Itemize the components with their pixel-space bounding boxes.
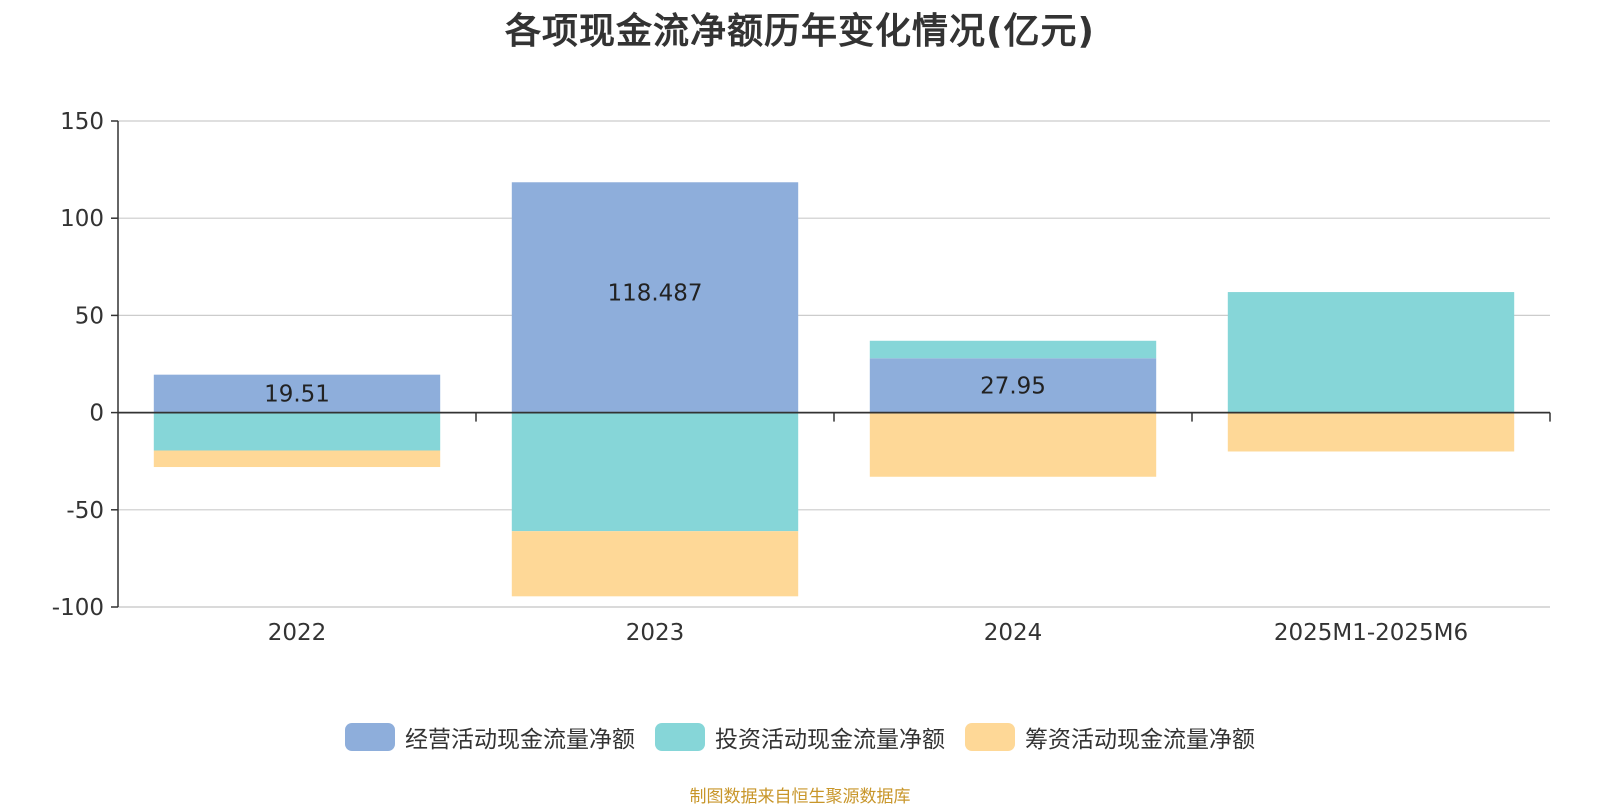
y-tick-label: -50 [66,498,104,524]
legend-item-operating[interactable]: 经营活动现金流量净额 [345,720,635,754]
legend-label-operating: 经营活动现金流量净额 [405,727,635,753]
legend-label-financing: 筹资活动现金流量净额 [1025,727,1255,753]
y-tick-label: 100 [60,206,104,232]
y-tick-label: 0 [89,401,104,427]
bar-financing-1 [511,531,799,597]
bar-operating-0 [153,374,441,413]
legend: 经营活动现金流量净额 投资活动现金流量净额 筹资活动现金流量净额 [0,720,1600,754]
bar-investing-1 [511,412,799,532]
grid-lines [118,120,1550,608]
bar-operating-2 [869,358,1157,413]
chart-plot: 150 100 50 0 -50 -100 2022 2023 2024 2025M1-2025M… [52,109,1551,646]
data-label-operating-0: 19.51 [264,382,330,408]
x-tick-label: 2023 [626,620,685,646]
chart-title: 各项现金流净额历年变化情况(亿元) [505,11,1095,52]
legend-swatch-financing [965,723,1015,751]
legend-swatch-operating [345,723,395,751]
data-label-operating-1: 118.487 [607,280,702,306]
bar-financing-2 [869,412,1157,477]
y-tick-label: -100 [52,595,104,621]
bar-investing-2 [869,340,1157,359]
x-tick-label: 2022 [268,620,327,646]
axes: 150 100 50 0 -50 -100 2022 2023 2024 2025M1-2025M… [52,109,1551,646]
data-label-operating-2: 27.95 [980,373,1046,399]
legend-item-financing[interactable]: 筹资活动现金流量净额 [965,720,1255,754]
legend-swatch-investing [655,723,705,751]
data-labels: 19.51 118.487 27.95 [264,280,1046,407]
bar-financing-3 [1227,412,1515,452]
source-note: 制图数据来自恒生聚源数据库 [689,787,911,807]
legend-item-investing[interactable]: 投资活动现金流量净额 [655,720,945,754]
x-tick-label: 2025M1-2025M6 [1274,620,1468,646]
bar-financing-0 [153,450,441,468]
bar-operating-1 [511,182,799,413]
bar-investing-0 [153,412,441,451]
bar-investing-3 [1227,292,1515,413]
legend-label-investing: 投资活动现金流量净额 [715,727,945,753]
bars [153,182,1515,597]
y-tick-label: 50 [75,303,104,329]
x-tick-label: 2024 [984,620,1043,646]
y-tick-label: 150 [60,109,104,135]
